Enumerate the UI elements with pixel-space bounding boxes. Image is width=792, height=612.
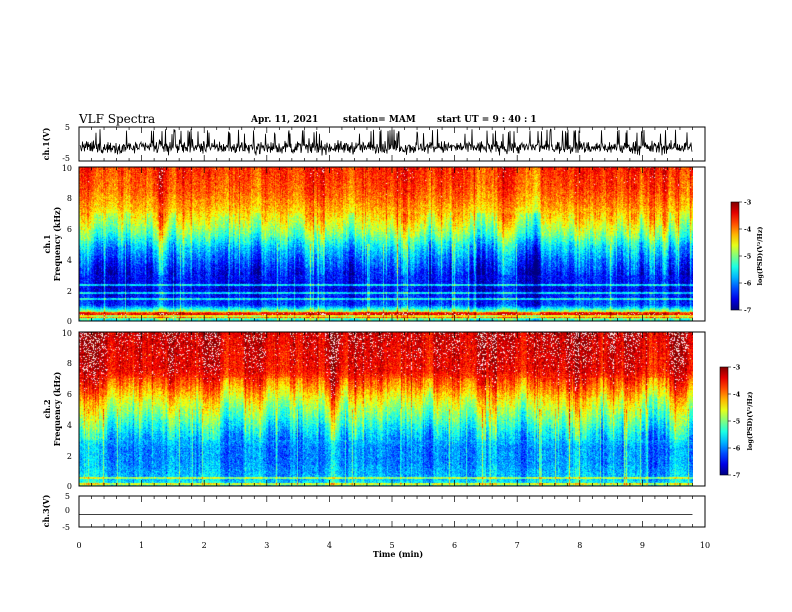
- ch1-ytick-neg5: -5: [62, 154, 70, 163]
- ch3-waveform-panel: 5 0 -5 ch.3(V): [41, 492, 706, 532]
- ch1-spectrogram-ylabel: ch.1Frequency (kHz): [42, 206, 62, 281]
- x-tick-label: 8: [577, 541, 582, 550]
- ch1-waveform-line: [79, 128, 693, 156]
- x-tick-label: 5: [389, 541, 394, 550]
- ylabel-line: ch.1: [42, 234, 52, 253]
- ch1-waveform-ylabel: ch.1(V): [41, 127, 51, 160]
- ch1-spec-ytick-6: 6: [67, 225, 72, 234]
- x-tick-label: 0: [76, 541, 81, 550]
- ch1-ytick-5: 5: [65, 123, 70, 132]
- ch2-spec-ytick-10: 10: [62, 329, 72, 338]
- date-label: Apr. 11, 2021: [250, 115, 318, 125]
- x-tick-label: 3: [264, 541, 269, 550]
- colorbar-tick-label: -7: [744, 307, 751, 315]
- x-tick-label: 9: [640, 541, 645, 550]
- station-label: station= MAM: [343, 115, 416, 125]
- ch1-spec-ytick-2: 2: [67, 287, 72, 296]
- x-tick-label: 4: [327, 541, 332, 550]
- x-tick-label: 10: [700, 541, 710, 550]
- ylabel-line: Frequency (kHz): [52, 206, 62, 281]
- colorbar-tick-label: -7: [733, 472, 740, 480]
- ch2-spec-ytick-6: 6: [67, 390, 72, 399]
- ch2-spectrogram-ylabel: ch.2Frequency (kHz): [42, 371, 62, 446]
- ch1-spectrogram-ticks: [78, 167, 706, 321]
- ch1-colorbar-ticks: -3 -4 -5 -6 -7: [739, 199, 752, 315]
- ch1-spec-ytick-0: 0: [67, 317, 72, 326]
- ylabel-line: Frequency (kHz): [52, 371, 62, 446]
- ch2-spectrogram-image: [79, 332, 693, 486]
- ch1-colorbar-label: log(PSD)(V²/Hz): [756, 227, 764, 286]
- colorbar-tick-label: -5: [744, 253, 752, 261]
- colorbar-tick-label: -6: [744, 280, 752, 288]
- ch2-spectrogram-ticks: [78, 332, 706, 486]
- ch1-colorbar: [730, 201, 740, 311]
- ch2-colorbar-ticks: -3 -4 -5 -6 -7: [728, 364, 741, 480]
- colorbar-tick-label: -4: [733, 391, 741, 399]
- ch2-spec-ytick-0: 0: [67, 482, 72, 491]
- ch1-spec-ytick-8: 8: [67, 194, 72, 203]
- ch2-spec-ytick-2: 2: [67, 452, 72, 461]
- x-tick-label: 7: [515, 541, 520, 550]
- x-tick-label: 1: [139, 541, 144, 550]
- start-time-label: start UT = 9 : 40 : 1: [437, 115, 537, 125]
- ch2-spec-ytick-8: 8: [67, 359, 72, 368]
- colorbar-tick-label: -3: [744, 199, 752, 207]
- ch3-ytick-0: 0: [65, 506, 70, 515]
- chart-title: VLF Spectra: [78, 112, 155, 126]
- ch1-waveform-ticks: [78, 127, 706, 161]
- ch1-spectrogram-image: [79, 167, 693, 321]
- ch2-colorbar: [719, 366, 729, 476]
- x-tick-label: 6: [452, 541, 457, 550]
- colorbar-tick-label: -5: [733, 418, 741, 426]
- colorbar-tick-label: -4: [744, 226, 752, 234]
- ch2-spec-ytick-4: 4: [67, 421, 72, 430]
- ch3-ytick-neg5: -5: [62, 523, 70, 532]
- ch3-waveform-ylabel: ch.3(V): [41, 494, 51, 527]
- ch3-ytick-5: 5: [65, 492, 70, 501]
- ch1-spectrogram-panel: 0 2 4 6 8 10 ch.1Frequency (kHz) -3-4-5-…: [42, 164, 764, 326]
- colorbar-tick-label: -3: [733, 364, 741, 372]
- ch3-waveform-ticks: [78, 496, 706, 527]
- ylabel-line: ch.2: [42, 399, 52, 418]
- colorbar-tick-label: -6: [733, 445, 741, 453]
- ch2-spectrogram-panel: 0 2 4 6 8 10 ch.2Frequency (kHz) -3-4-5-…: [42, 329, 754, 491]
- x-tick-labels: 0 1 2 3 4 5 6 7 8 9 10: [76, 541, 710, 550]
- x-tick-label: 2: [202, 541, 207, 550]
- x-axis-label: Time (min): [373, 549, 423, 559]
- ch2-colorbar-label: log(PSD)(V²/Hz): [746, 392, 754, 451]
- ch1-spec-ytick-10: 10: [62, 164, 72, 173]
- ch1-spec-ytick-4: 4: [67, 256, 72, 265]
- ch1-waveform-panel: 5 -5 ch.1(V): [41, 123, 706, 163]
